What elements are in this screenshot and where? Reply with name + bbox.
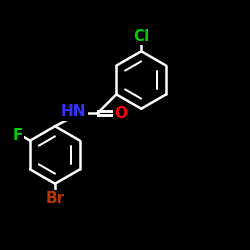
- Text: O: O: [114, 106, 127, 120]
- Text: Br: Br: [46, 191, 64, 206]
- Text: Cl: Cl: [133, 29, 150, 44]
- Text: HN: HN: [61, 104, 86, 119]
- Text: F: F: [12, 128, 23, 143]
